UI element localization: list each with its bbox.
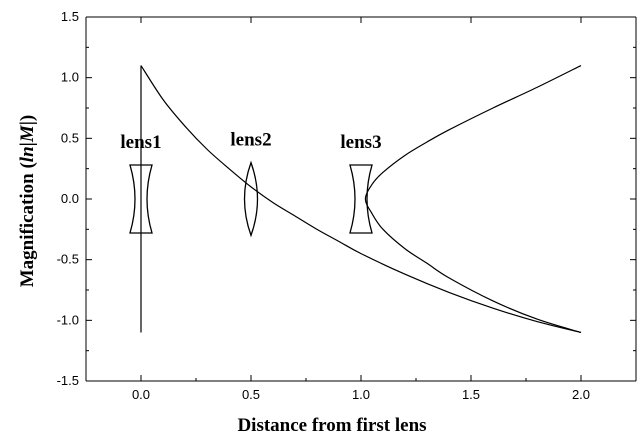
lens-labels: lens1 lens2 lens3: [120, 130, 381, 153]
x-tick-label: 1.5: [462, 387, 480, 402]
lens3-label: lens3: [340, 132, 381, 153]
lens2-label: lens2: [230, 130, 271, 151]
y-tick-label: 1.5: [61, 9, 79, 24]
lens-symbols: [129, 160, 373, 238]
x-tick-label: 0.0: [132, 387, 150, 402]
y-axis-title: Magnification (ln|M|): [17, 115, 38, 288]
x-axis-title: Distance from first lens: [237, 415, 426, 436]
series-line-2: [364, 64, 582, 334]
lens1-label: lens1: [120, 132, 161, 153]
y-tick-label: -1.5: [57, 373, 79, 388]
y-title-part-5: |): [17, 115, 38, 126]
x-tick-label: 2.0: [572, 387, 590, 402]
axis-ticks: 0.0 0.5 1.0 1.5 2.0 -1.5 -1.0 -0.5 0.0 0.5 1.0 1.5: [57, 9, 636, 402]
lens1-icon: [129, 164, 153, 234]
y-tick-label: 1.0: [61, 70, 79, 85]
y-tick-label: -0.5: [57, 252, 79, 267]
y-tick-label: -1.0: [57, 312, 79, 327]
y-title-part-2: ln: [17, 146, 38, 162]
y-title-part-4: M: [17, 124, 38, 143]
series-line-1: [140, 65, 582, 334]
x-tick-label: 0.5: [242, 387, 260, 402]
y-title-part-1: Magnification (: [17, 162, 38, 287]
y-tick-label: 0.0: [61, 191, 79, 206]
lens2-icon: [243, 160, 259, 238]
series-lines: [140, 64, 582, 334]
y-tick-label: 0.5: [61, 130, 79, 145]
lens3-icon: [349, 164, 373, 234]
x-tick-label: 1.0: [352, 387, 370, 402]
y-title-part-3: |: [17, 142, 38, 146]
